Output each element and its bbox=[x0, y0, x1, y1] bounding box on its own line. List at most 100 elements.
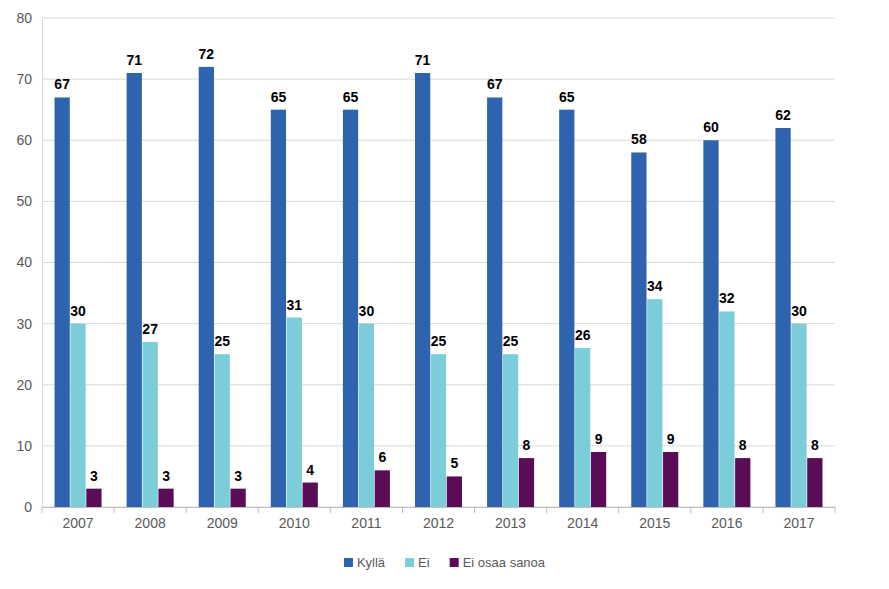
x-tick-label: 2016 bbox=[711, 515, 742, 531]
bar bbox=[55, 97, 70, 507]
x-tick: 2010 bbox=[279, 507, 310, 531]
data-label: 31 bbox=[287, 297, 303, 313]
x-separator bbox=[186, 507, 187, 513]
data-label: 25 bbox=[431, 333, 447, 349]
y-tick: 20 bbox=[16, 377, 42, 393]
bar bbox=[575, 348, 590, 507]
bar bbox=[703, 140, 718, 507]
x-tick-label: 2015 bbox=[639, 515, 670, 531]
legend-swatch bbox=[405, 558, 414, 567]
data-label: 5 bbox=[450, 455, 458, 471]
data-label: 72 bbox=[199, 46, 215, 62]
x-separator bbox=[546, 507, 547, 513]
y-tick-label: 20 bbox=[16, 377, 32, 393]
x-separator bbox=[762, 507, 763, 513]
bar bbox=[663, 452, 678, 507]
bar bbox=[158, 489, 173, 507]
data-label: 58 bbox=[631, 131, 647, 147]
bar bbox=[215, 354, 230, 507]
bar bbox=[591, 452, 606, 507]
bar bbox=[431, 354, 446, 507]
x-tick-label: 2017 bbox=[783, 515, 814, 531]
legend-label: Ei bbox=[418, 555, 430, 570]
data-label: 67 bbox=[54, 76, 70, 92]
y-tick-label: 40 bbox=[16, 254, 32, 270]
x-separator bbox=[42, 507, 43, 513]
x-separator bbox=[618, 507, 619, 513]
data-label: 30 bbox=[791, 303, 807, 319]
x-tick-label: 2014 bbox=[567, 515, 598, 531]
legend-swatch bbox=[344, 558, 353, 567]
legend-swatch bbox=[450, 558, 459, 567]
data-label: 62 bbox=[775, 107, 791, 123]
data-label: 9 bbox=[595, 431, 603, 447]
data-label: 30 bbox=[359, 303, 375, 319]
x-tick-label: 2012 bbox=[423, 515, 454, 531]
x-separator bbox=[690, 507, 691, 513]
y-axis-line bbox=[42, 19, 43, 508]
legend-item: Ei osaa sanoa bbox=[450, 555, 546, 570]
data-labels: 6771726565716765586062302725313025252634… bbox=[54, 46, 819, 484]
x-separator bbox=[258, 507, 259, 513]
bar bbox=[719, 311, 734, 507]
data-label: 3 bbox=[234, 468, 242, 484]
data-label: 6 bbox=[378, 449, 386, 465]
bar bbox=[647, 299, 662, 507]
bar bbox=[303, 483, 318, 507]
bar bbox=[70, 324, 85, 507]
y-tick: 10 bbox=[16, 438, 42, 454]
x-tick-label: 2010 bbox=[279, 515, 310, 531]
bar bbox=[287, 318, 302, 507]
legend-item: Kyllä bbox=[344, 555, 386, 570]
data-label: 8 bbox=[811, 437, 819, 453]
y-tick-label: 80 bbox=[16, 10, 32, 26]
x-tick: 2009 bbox=[207, 507, 238, 531]
bar-series bbox=[86, 452, 822, 507]
legend: Kyllä Ei Ei osaa sanoa bbox=[344, 555, 546, 570]
data-label: 8 bbox=[739, 437, 747, 453]
y-tick-label: 30 bbox=[16, 316, 32, 332]
grid bbox=[42, 18, 835, 507]
legend-item: Ei bbox=[405, 555, 430, 570]
x-tick: 2007 bbox=[62, 507, 93, 531]
y-tick: 0 bbox=[24, 499, 42, 515]
bar bbox=[503, 354, 518, 507]
x-separator bbox=[402, 507, 403, 513]
data-label: 34 bbox=[647, 278, 663, 294]
y-tick: 60 bbox=[16, 132, 42, 148]
bar bbox=[143, 342, 158, 507]
data-label: 9 bbox=[667, 431, 675, 447]
y-axis: 0 10 20 30 40 50 60 70 80 bbox=[16, 10, 42, 515]
data-label: 65 bbox=[271, 89, 287, 105]
bar bbox=[375, 470, 390, 507]
x-separators bbox=[42, 507, 835, 513]
x-tick-label: 2007 bbox=[62, 515, 93, 531]
data-label: 67 bbox=[487, 76, 503, 92]
bar bbox=[807, 458, 822, 507]
x-separator bbox=[835, 507, 836, 513]
x-axis-line bbox=[43, 507, 836, 508]
data-label: 60 bbox=[703, 119, 719, 135]
legend-label: Ei osaa sanoa bbox=[463, 555, 546, 570]
y-tick: 50 bbox=[16, 193, 42, 209]
data-label: 3 bbox=[90, 468, 98, 484]
data-label: 32 bbox=[719, 290, 735, 306]
bar-series bbox=[55, 67, 791, 507]
y-tick-label: 10 bbox=[16, 438, 32, 454]
grid-line bbox=[42, 79, 835, 80]
grid-line bbox=[42, 18, 835, 19]
bar bbox=[199, 67, 214, 507]
bar bbox=[519, 458, 534, 507]
data-label: 71 bbox=[126, 52, 142, 68]
x-tick: 2017 bbox=[783, 507, 814, 531]
data-label: 8 bbox=[523, 437, 531, 453]
bar bbox=[127, 73, 142, 507]
bar bbox=[86, 489, 101, 507]
data-label: 65 bbox=[343, 89, 359, 105]
y-tick-label: 70 bbox=[16, 71, 32, 87]
x-tick-label: 2009 bbox=[207, 515, 238, 531]
y-tick: 30 bbox=[16, 316, 42, 332]
data-label: 25 bbox=[214, 333, 230, 349]
bar bbox=[230, 489, 245, 507]
data-label: 71 bbox=[415, 52, 431, 68]
